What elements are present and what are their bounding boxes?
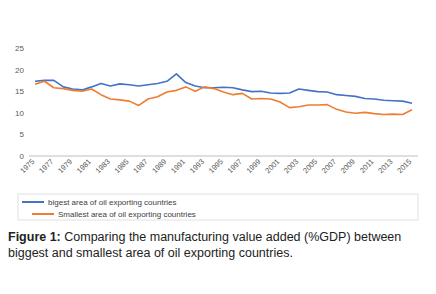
x-tick-label: 1995 bbox=[207, 157, 225, 175]
x-tick-label: 2007 bbox=[320, 157, 338, 175]
legend-box bbox=[18, 194, 418, 220]
x-tick-label: 2009 bbox=[339, 157, 357, 175]
legend-label: bigest area of oil exporting countries bbox=[48, 198, 177, 207]
x-tick-label: 1987 bbox=[131, 157, 149, 175]
x-axis-line bbox=[29, 156, 418, 157]
caption-label: Figure 1: bbox=[8, 230, 61, 244]
x-tick-label: 2005 bbox=[301, 157, 319, 175]
series-line bbox=[35, 81, 412, 114]
caption-text: Comparing the manufacturing value added … bbox=[8, 230, 401, 260]
x-tick-label: 1997 bbox=[226, 157, 244, 175]
x-tick-label: 2013 bbox=[376, 157, 394, 175]
x-tick-label: 1991 bbox=[169, 157, 187, 175]
x-tick-label: 1977 bbox=[37, 157, 55, 175]
x-tick-label: 1989 bbox=[150, 157, 168, 175]
legend-label: Smallest area of oil exporting countries bbox=[58, 210, 196, 219]
x-tick-label: 1979 bbox=[56, 157, 74, 175]
caption: Figure 1: Comparing the manufacturing va… bbox=[8, 229, 418, 261]
x-tick-label: 2015 bbox=[395, 157, 413, 175]
y-tick-label: 10 bbox=[15, 109, 24, 118]
y-tick-label: 0 bbox=[20, 152, 25, 161]
x-tick-label: 1999 bbox=[244, 157, 262, 175]
legend-swatch bbox=[22, 201, 44, 203]
legend-swatch bbox=[32, 213, 54, 215]
x-tick-label: 2001 bbox=[263, 157, 281, 175]
chart: 0510152025197519771979198119831985198719… bbox=[0, 0, 436, 226]
plot-area bbox=[35, 74, 412, 115]
y-tick-label: 20 bbox=[15, 66, 24, 75]
y-tick-label: 5 bbox=[20, 130, 25, 139]
x-tick-label: 1975 bbox=[18, 157, 36, 175]
x-tick-label: 1985 bbox=[113, 157, 131, 175]
x-tick-label: 1981 bbox=[75, 157, 93, 175]
x-tick-label: 2003 bbox=[282, 157, 300, 175]
x-tick-label: 2011 bbox=[358, 157, 376, 175]
x-tick-label: 1983 bbox=[94, 157, 112, 175]
x-tick-label: 1993 bbox=[188, 157, 206, 175]
y-tick-label: 25 bbox=[15, 44, 24, 53]
y-tick-label: 15 bbox=[15, 87, 24, 96]
